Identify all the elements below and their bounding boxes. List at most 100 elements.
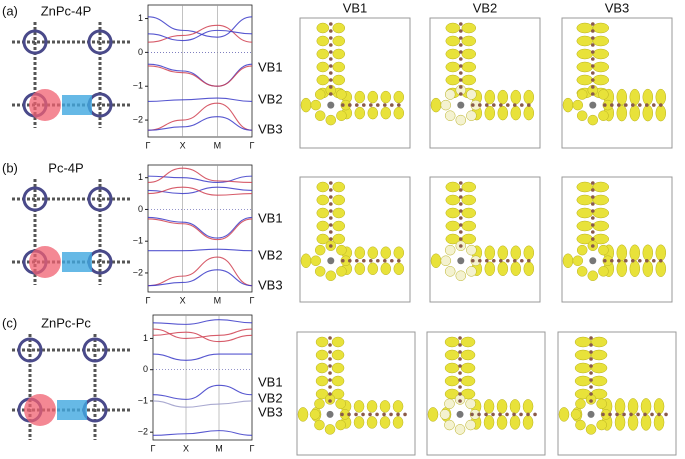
atom xyxy=(657,412,661,417)
density-lobe xyxy=(614,414,626,431)
atom xyxy=(383,103,387,107)
density-lobe xyxy=(484,245,496,260)
density-lobe xyxy=(353,400,365,413)
charge-density-panel xyxy=(429,176,541,303)
atom xyxy=(458,343,462,347)
density-lobe xyxy=(576,181,594,193)
macrocycle xyxy=(82,337,108,363)
atom xyxy=(589,385,593,389)
density-lobe xyxy=(332,22,346,34)
density-lobe xyxy=(592,181,610,193)
atom xyxy=(458,378,462,382)
atom xyxy=(591,244,595,248)
y-tick-label: −2 xyxy=(138,427,148,437)
metal-atom xyxy=(457,101,465,109)
density-lobe xyxy=(393,262,405,275)
band xyxy=(147,63,253,87)
atom xyxy=(589,364,593,368)
atom xyxy=(329,36,333,40)
atom xyxy=(347,412,351,417)
panel-frame xyxy=(299,176,411,303)
density-lobe xyxy=(572,99,584,111)
atom xyxy=(329,22,333,26)
atom xyxy=(485,258,489,263)
density-lobe xyxy=(430,253,442,268)
density-lobe xyxy=(461,220,477,232)
band xyxy=(147,116,253,131)
atom xyxy=(459,29,463,33)
atom xyxy=(329,209,333,213)
density-lobe xyxy=(642,104,654,122)
atom xyxy=(328,371,332,375)
atom xyxy=(376,103,380,107)
plot-frame xyxy=(147,164,253,293)
density-lobe xyxy=(461,194,477,206)
density-lobe xyxy=(316,74,330,86)
atom xyxy=(470,412,474,417)
density-lobe xyxy=(366,400,378,413)
density-lobe xyxy=(455,270,467,281)
band xyxy=(147,29,253,42)
k-point-label: X xyxy=(183,443,189,453)
atom xyxy=(459,22,463,26)
atom xyxy=(645,258,649,263)
atom xyxy=(589,392,593,396)
atom xyxy=(527,258,531,263)
density-lobe xyxy=(354,90,366,104)
atom xyxy=(513,258,517,263)
density-lobe xyxy=(444,110,456,121)
charge-density-panel xyxy=(557,331,677,456)
density-lobe xyxy=(461,74,477,86)
density-lobe xyxy=(444,336,460,348)
highlight-core xyxy=(29,246,61,278)
atom xyxy=(591,22,595,26)
metal-atom xyxy=(589,101,597,109)
atom xyxy=(459,195,463,199)
atom xyxy=(513,103,517,107)
atom xyxy=(329,188,333,192)
atom xyxy=(610,258,614,263)
density-lobe xyxy=(379,416,391,429)
density-lobe xyxy=(576,61,594,73)
band xyxy=(147,65,253,87)
atom xyxy=(458,350,462,354)
density-lobe xyxy=(315,336,329,348)
density-lobe xyxy=(598,110,609,121)
atom xyxy=(459,188,463,192)
density-lobe xyxy=(444,375,460,387)
atom xyxy=(505,412,509,417)
density-lobe xyxy=(297,407,309,422)
atom xyxy=(382,412,386,417)
density-lobe xyxy=(393,106,405,120)
band-label: VB3 xyxy=(258,121,283,136)
atom xyxy=(458,392,462,396)
atom xyxy=(368,412,372,417)
atom xyxy=(329,64,333,68)
density-lobe xyxy=(314,244,326,256)
density-lobe xyxy=(484,105,496,121)
atom xyxy=(643,412,647,417)
density-lobe xyxy=(332,220,346,232)
density-lobe xyxy=(592,207,610,219)
atom xyxy=(492,103,496,107)
density-lobe xyxy=(598,266,609,277)
density-lobe xyxy=(310,99,322,111)
panel-label: (b) xyxy=(2,160,18,175)
density-lobe xyxy=(444,398,455,410)
density-lobe xyxy=(575,398,586,410)
density-lobe xyxy=(353,416,365,429)
density-lobe xyxy=(445,181,461,193)
density-lobe xyxy=(576,74,594,86)
density-lobe xyxy=(465,398,476,410)
density-lobe xyxy=(510,245,522,260)
atom xyxy=(664,412,668,417)
density-lobe xyxy=(367,106,379,120)
atom xyxy=(458,385,462,389)
atom xyxy=(652,258,656,263)
atom xyxy=(638,103,642,107)
atom xyxy=(589,371,593,375)
atom xyxy=(526,412,530,417)
density-lobe xyxy=(523,89,535,105)
atom xyxy=(624,103,628,107)
atom xyxy=(636,412,640,417)
